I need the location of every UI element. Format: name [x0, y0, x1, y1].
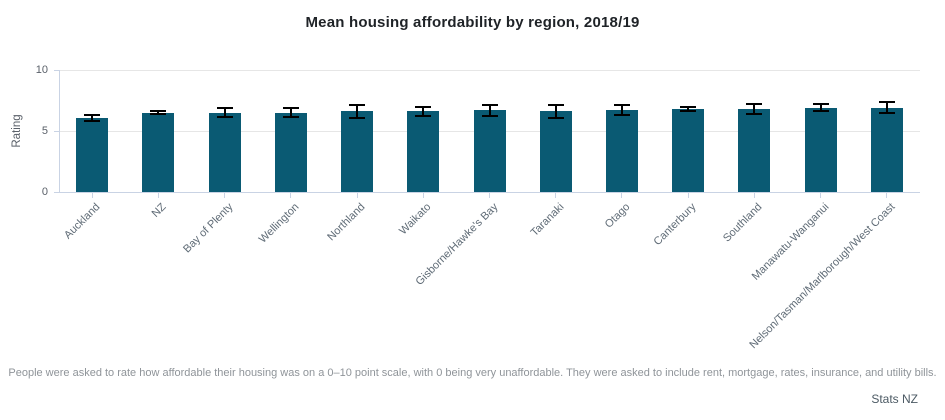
bar-wellington	[274, 112, 307, 192]
error-bar-cap-bottom	[349, 117, 366, 120]
bar-waikato	[407, 111, 440, 192]
x-axis-tick	[753, 192, 755, 198]
error-bar-cap-bottom	[216, 115, 233, 118]
error-bar-line	[223, 108, 226, 117]
error-bar-cap-bottom	[282, 115, 299, 118]
x-axis-tick	[91, 192, 93, 198]
error-bar-cap-top	[547, 104, 564, 107]
error-bar-line	[753, 104, 756, 114]
error-bar-cap-bottom	[746, 112, 763, 115]
error-bar-cap-bottom	[613, 114, 630, 117]
y-axis-tick	[54, 191, 59, 193]
error-bar-line	[488, 104, 491, 116]
error-bar-cap-top	[481, 103, 498, 106]
bar-gisborne-hawke-s-bay	[473, 110, 506, 192]
bar-manawatu-wanganui	[804, 107, 837, 192]
error-bar-cap-top	[84, 113, 101, 116]
x-axis-tick	[422, 192, 424, 198]
error-bar-cap-bottom	[878, 112, 895, 115]
error-bar-cap-top	[150, 110, 167, 113]
bar-otago	[605, 110, 638, 192]
x-axis-tick	[356, 192, 358, 198]
x-axis-tick	[489, 192, 490, 198]
error-bar-cap-bottom	[812, 110, 829, 113]
bar-nz	[142, 112, 175, 192]
error-bar-cap-top	[282, 107, 299, 110]
error-bar-line	[819, 104, 822, 112]
error-bar-line	[157, 111, 160, 114]
error-bar-line	[422, 106, 425, 117]
y-tick-label: 10	[35, 64, 48, 76]
error-bar-cap-bottom	[84, 119, 101, 122]
y-gridline	[59, 69, 920, 71]
bar-auckland	[76, 117, 109, 192]
x-axis-tick	[886, 192, 888, 198]
x-axis-tick	[224, 192, 226, 198]
chart-title: Mean housing affordability by region, 20…	[305, 14, 640, 31]
x-axis-tick	[157, 192, 159, 198]
bar-bay-of-plenty	[208, 112, 241, 192]
error-bar-cap-bottom	[547, 116, 564, 119]
y-axis-tick	[54, 69, 59, 71]
error-bar-cap-bottom	[150, 112, 167, 115]
y-axis-tick	[54, 130, 59, 132]
error-bar-cap-top	[680, 105, 697, 108]
y-tick-label: 5	[41, 125, 48, 137]
chart-footnote: People were asked to rate how affordable…	[8, 367, 937, 379]
y-axis-line	[58, 70, 60, 192]
error-bar-cap-top	[216, 107, 233, 110]
error-bar-line	[687, 106, 690, 112]
error-bar-cap-bottom	[680, 110, 697, 113]
bar-nelson-tasman-marlborough-west-coast	[870, 107, 903, 192]
error-bar-cap-bottom	[481, 114, 498, 117]
error-bar-line	[620, 105, 623, 116]
y-tick-label: 0	[41, 186, 48, 198]
x-axis-tick	[687, 192, 689, 198]
x-axis-tick	[820, 192, 822, 198]
bar-taranaki	[539, 111, 572, 192]
bar-southland	[738, 109, 771, 192]
x-axis-tick	[621, 192, 623, 198]
error-bar-cap-bottom	[415, 115, 432, 118]
error-bar-line	[356, 104, 359, 119]
error-bar-line	[554, 105, 557, 118]
source-attribution: Stats NZ	[871, 392, 918, 406]
error-bar-cap-top	[878, 101, 895, 104]
error-bar-cap-top	[746, 103, 763, 106]
x-axis-tick	[555, 192, 557, 198]
error-bar-cap-top	[613, 104, 630, 107]
error-bar-line	[885, 102, 888, 114]
error-bar-cap-top	[349, 103, 366, 106]
bar-canterbury	[672, 109, 705, 192]
error-bar-line	[91, 114, 94, 121]
x-axis-tick	[290, 192, 292, 198]
error-bar-line	[289, 108, 292, 117]
error-bar-cap-top	[812, 103, 829, 106]
error-bar-cap-top	[415, 105, 432, 108]
bar-northland	[341, 111, 374, 192]
